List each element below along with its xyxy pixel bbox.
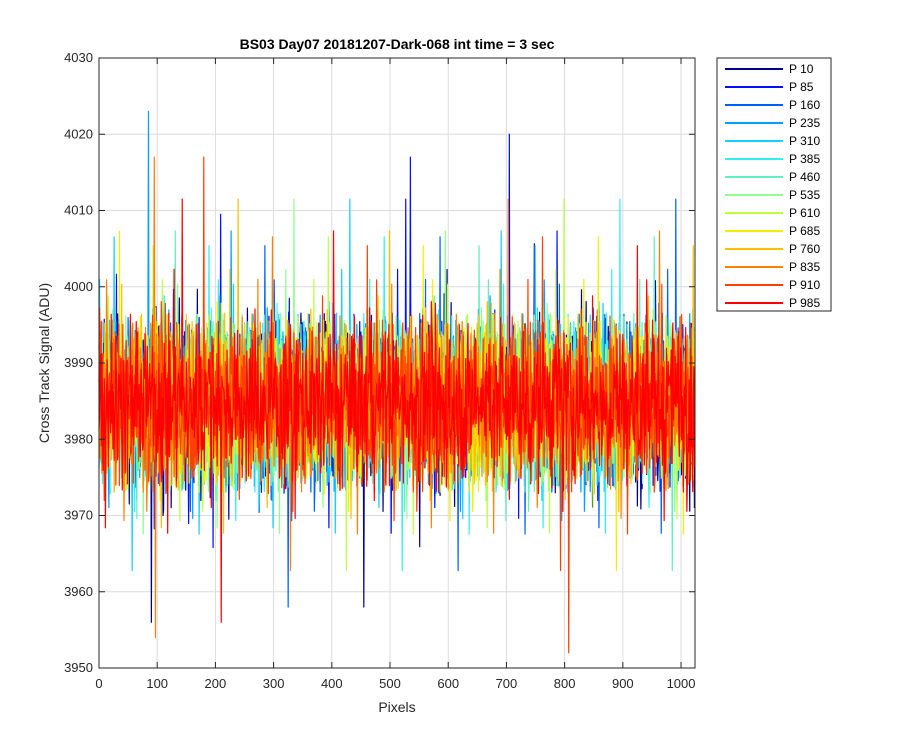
x-tick-label: 1000 [667, 676, 696, 691]
legend-label: P 310 [789, 134, 820, 148]
legend-label: P 985 [789, 296, 820, 310]
x-tick-label: 100 [146, 676, 168, 691]
legend-label: P 685 [789, 224, 820, 238]
y-tick-label: 3950 [64, 660, 93, 675]
x-tick-label: 200 [205, 676, 227, 691]
legend-label: P 85 [789, 80, 814, 94]
y-tick-label: 3970 [64, 508, 93, 523]
legend: P 10 P 85 P 160 P 235 P 310 P 385 P 460 P 535 P … [716, 57, 832, 312]
x-tick-label: 900 [612, 676, 634, 691]
legend-label: P 535 [789, 188, 820, 202]
chart-title: BS03 Day07 20181207-Dark-068 int time = … [240, 36, 555, 52]
series-line-p985 [98, 198, 696, 623]
legend-label: P 385 [789, 152, 820, 166]
y-tick-label: 3960 [64, 584, 93, 599]
x-tick-label: 400 [321, 676, 343, 691]
x-tick-label: 500 [379, 676, 401, 691]
y-tick-label: 3980 [64, 431, 93, 446]
x-tick-label: 0 [95, 676, 102, 691]
x-tick-label: 800 [554, 676, 576, 691]
y-tick-label: 4030 [64, 50, 93, 65]
legend-label: P 835 [789, 260, 820, 274]
legend-label: P 235 [789, 116, 820, 130]
x-tick-label: 300 [263, 676, 285, 691]
y-tick-label: 4000 [64, 279, 93, 294]
axis-ticks: 0 100 200 300 400 500 600 700 800 900 1000 3950 3960… [64, 50, 695, 691]
y-tick-label: 4020 [64, 126, 93, 141]
legend-label: P 160 [789, 98, 820, 112]
x-tick-label: 600 [437, 676, 459, 691]
legend-label: P 760 [789, 242, 820, 256]
legend-box [716, 57, 832, 312]
x-tick-label: 700 [496, 676, 518, 691]
legend-label: P 910 [789, 278, 820, 292]
y-tick-label: 3990 [64, 355, 93, 370]
legend-label: P 610 [789, 206, 820, 220]
y-tick-label: 4010 [64, 203, 93, 218]
legend-label: P 460 [789, 170, 820, 184]
legend-label: P 10 [789, 62, 814, 76]
y-axis-label: Cross Track Signal (ADU) [36, 283, 52, 443]
x-axis-label: Pixels [378, 699, 415, 715]
series-lines [98, 110, 696, 654]
